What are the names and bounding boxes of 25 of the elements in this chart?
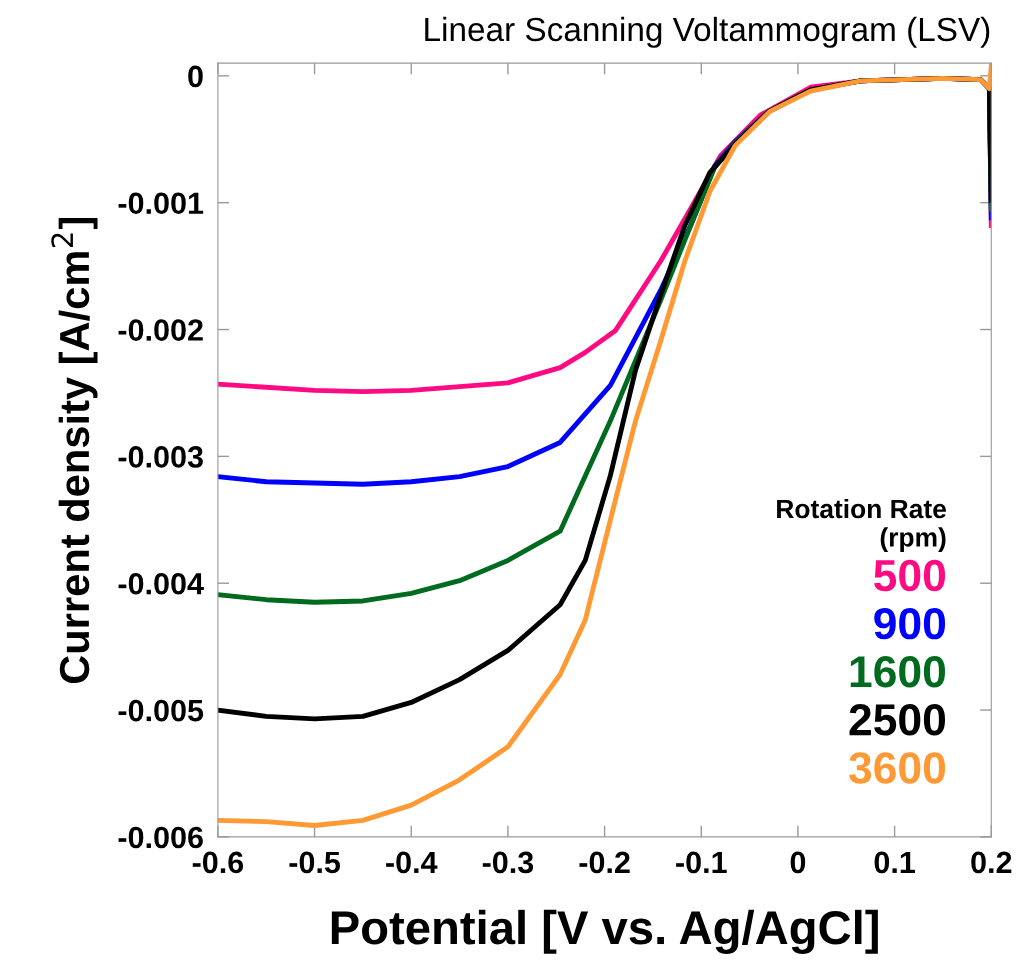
y-tick-label: 0 (188, 65, 203, 88)
y-tick-label: -0.006 (118, 826, 203, 849)
x-axis-title: Potential [V vs. Ag/AgCl] (331, 909, 878, 955)
y-tick-label: -0.002 (118, 319, 203, 341)
x-tick-label: -0.6 (192, 851, 244, 874)
y-tick-label: -0.003 (118, 446, 203, 468)
legend-title: Rotation Rate (rpm) (777, 498, 946, 552)
x-tick-label: 0.1 (874, 851, 915, 874)
text: 3600 (849, 752, 946, 784)
text: 2500 (849, 704, 946, 736)
text: 500 (874, 559, 946, 592)
x-tick-label: -0.2 (579, 851, 630, 874)
y-tick-label: -0.001 (118, 192, 204, 215)
x-tick-label: -0.5 (289, 851, 341, 874)
text: 1600 (850, 656, 946, 688)
x-tick-label: 0.2 (971, 851, 1012, 874)
chart-title: Linear Scanning Voltammogram (LSV) (425, 16, 990, 48)
y-axis-title: Current density [A/cm$^{2}$] (51, 217, 98, 684)
x-tick-label: 0 (790, 851, 806, 874)
x-tick-label: -0.4 (386, 851, 438, 874)
y-tick-label: -0.004 (118, 572, 204, 595)
y-tick-label: -0.005 (118, 699, 204, 722)
x-tick-label: -0.1 (676, 851, 727, 874)
x-tick-label: -0.3 (482, 851, 534, 874)
text: 900 (874, 607, 946, 640)
